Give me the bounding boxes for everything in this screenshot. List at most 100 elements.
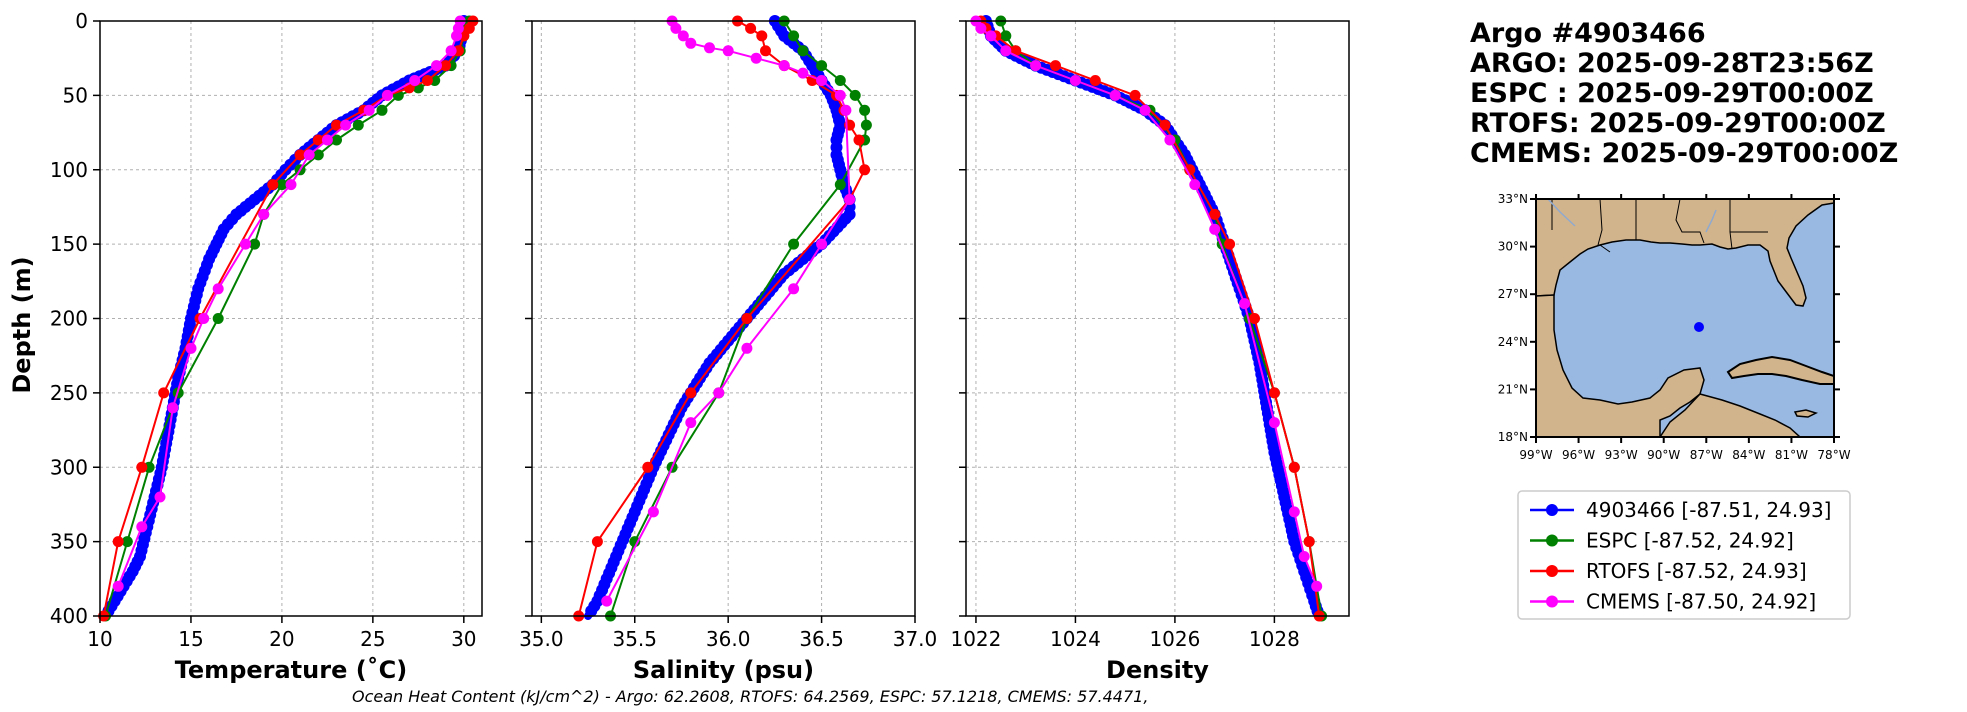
density-panel: 1022 1024 1026 1028 Density: [950, 15, 1350, 684]
salinity-point-espc: [860, 119, 872, 131]
temperature-xtick-label: 10: [87, 627, 112, 651]
salinity-point-cmems: [713, 387, 725, 399]
map-lat-label: 21°N: [1498, 382, 1528, 396]
temperature-point-cmems: [258, 208, 270, 220]
salinity-point-cmems: [750, 52, 762, 64]
temperature-point-rtofs: [312, 134, 324, 146]
temperature-point-cmems: [445, 45, 457, 57]
location-map: 99°W 96°W 93°W 90°W 87°W 84°W 81°W 78°W 33°N 30°N…: [1498, 192, 1851, 462]
density-xtick-label: 1022: [950, 627, 1001, 651]
density-point-cmems: [1189, 179, 1201, 191]
legend-label-cmems: CMEMS [-87.50, 24.92]: [1586, 590, 1816, 614]
density-point-cmems: [1239, 298, 1250, 310]
density-point-cmems: [1030, 60, 1042, 72]
salinity-point-cmems: [677, 30, 689, 42]
salinity-point-rtofs: [760, 45, 771, 57]
temperature-point-espc: [331, 134, 342, 146]
legend-label-argo: 4903466 [-87.51, 24.93]: [1586, 498, 1831, 522]
map-lon-label: 81°W: [1775, 448, 1808, 462]
map-land-cuba: [1726, 355, 1834, 385]
temperature-point-cmems: [285, 179, 297, 191]
salinity-point-cmems: [840, 104, 852, 116]
temperature-axis-title: Temperature (˚C): [175, 656, 408, 684]
density-point-cmems: [1139, 104, 1151, 116]
legend-marker-espc: [1546, 534, 1558, 547]
density-point-rtofs: [1209, 208, 1221, 220]
map-lon-label: 78°W: [1817, 448, 1850, 462]
map-land-mexico: [1536, 294, 1705, 437]
salinity-point-cmems: [788, 283, 800, 295]
map-land-usa: [1536, 199, 1834, 307]
salinity-point-espc: [788, 30, 800, 42]
salinity-point-cmems: [834, 89, 846, 101]
density-xtick-label: 1028: [1249, 627, 1300, 651]
salinity-xtick-label: 36.5: [799, 627, 844, 651]
salinity-point-espc: [834, 179, 846, 191]
salinity-point-cmems: [741, 342, 753, 354]
density-point-cmems: [1000, 45, 1012, 57]
info-block: Argo #4903466 ARGO: 2025-09-28T23:56Z ES…: [1470, 18, 1898, 169]
map-ticks: 99°W 96°W 93°W 90°W 87°W 84°W 81°W 78°W 33°N 30°N…: [1498, 192, 1851, 462]
map-land-jamaica: [1793, 409, 1819, 418]
map-rivers: [1547, 199, 1717, 233]
info-line-argo-id: Argo #4903466: [1470, 18, 1706, 49]
salinity-point-rtofs: [756, 30, 768, 42]
temperature-point-cmems: [198, 313, 210, 324]
salinity-point-cmems: [816, 75, 828, 86]
density-point-cmems: [1069, 75, 1081, 86]
info-line-rtofs-time: RTOFS: 2025-09-29T00:00Z: [1470, 108, 1886, 139]
salinity-point-cmems: [797, 67, 809, 79]
temperature-point-cmems: [303, 149, 315, 161]
temperature-xtick-label: 15: [178, 627, 203, 651]
temperature-point-espc: [212, 313, 224, 324]
salinity-point-cmems: [647, 506, 659, 518]
info-line-espc-time: ESPC : 2025-09-29T00:00Z: [1470, 78, 1874, 109]
map-frame: [1535, 198, 1835, 438]
salinity-point-rtofs: [741, 313, 753, 324]
legend-marker-rtofs: [1546, 565, 1558, 577]
temperature-point-cmems: [112, 580, 124, 592]
salinity-point-cmems: [601, 595, 613, 607]
temperature-point-espc: [276, 179, 288, 191]
salinity-point-rtofs: [591, 536, 603, 548]
legend-label-espc: ESPC [-87.52, 24.92]: [1586, 529, 1794, 553]
salinity-point-cmems: [704, 42, 715, 54]
temperature-point-cmems: [136, 521, 148, 533]
temperature-point-espc: [121, 536, 133, 548]
temperature-point-cmems: [321, 134, 333, 146]
depth-tick-label: 150: [50, 232, 88, 256]
temperature-point-rtofs: [440, 60, 452, 72]
temperature-point-cmems: [154, 491, 166, 503]
density-point-cmems: [1109, 89, 1121, 101]
depth-tick-label: 300: [50, 455, 88, 479]
salinity-point-rtofs: [745, 22, 757, 34]
density-point-cmems: [985, 30, 997, 42]
info-line-cmems-time: CMEMS: 2025-09-29T00:00Z: [1470, 138, 1898, 169]
density-point-cmems: [1298, 551, 1310, 562]
density-point-rtofs: [1050, 60, 1061, 72]
temperature-point-cmems: [409, 75, 421, 86]
density-point-rtofs: [1129, 89, 1141, 101]
salinity-xtick-label: 37.0: [893, 627, 938, 651]
info-line-argo-time: ARGO: 2025-09-28T23:56Z: [1470, 48, 1874, 79]
map-lat-label: 24°N: [1498, 335, 1528, 349]
density-point-rtofs: [1159, 119, 1171, 131]
density-point-cmems: [1268, 417, 1280, 429]
legend: 4903466 [-87.51, 24.93] ESPC [-87.52, 24.…: [1517, 490, 1851, 620]
temperature-point-espc: [376, 104, 388, 116]
map-lon-label: 99°W: [1519, 448, 1552, 462]
legend-frame: [1517, 490, 1851, 620]
salinity-xtick-label: 35.0: [519, 627, 564, 651]
temperature-point-cmems: [451, 30, 462, 42]
salinity-xtick-label: 35.5: [612, 627, 657, 651]
density-point-rtofs: [1089, 75, 1101, 86]
legend-marker-argo: [1546, 504, 1558, 516]
salinity-panel: 35.0 35.5 36.0 36.5 37.0 Salinity (psu): [519, 15, 937, 684]
density-xtick-label: 1026: [1149, 627, 1200, 651]
salinity-point-argo: [585, 605, 598, 617]
density-point-cmems: [975, 22, 987, 34]
salinity-point-cmems: [670, 22, 682, 34]
map-lon-label: 84°W: [1732, 448, 1765, 462]
temperature-xtick-label: 20: [269, 627, 294, 651]
